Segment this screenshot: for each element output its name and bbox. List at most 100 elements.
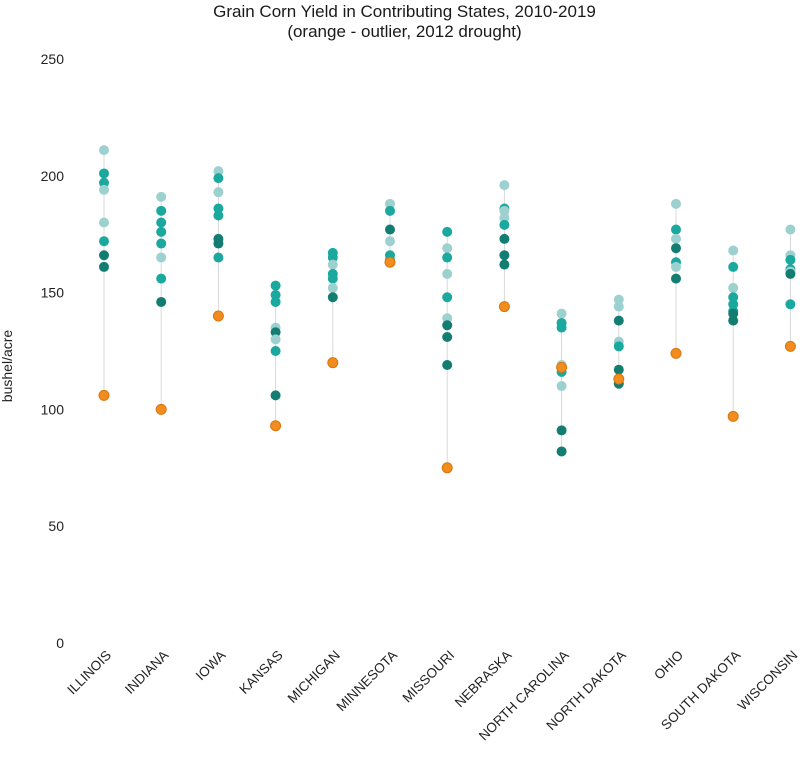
- data-point: [270, 327, 281, 338]
- outlier-point: [556, 361, 568, 373]
- data-point: [156, 226, 167, 237]
- y-tick-label: 100: [41, 401, 65, 417]
- outlier-point: [327, 357, 339, 369]
- data-point: [556, 425, 567, 436]
- outlier-point: [441, 462, 453, 474]
- data-point: [442, 331, 453, 342]
- data-point: [156, 296, 167, 307]
- data-point: [270, 390, 281, 401]
- data-point: [327, 273, 338, 284]
- y-tick-label: 50: [48, 518, 64, 534]
- data-point: [613, 364, 624, 375]
- data-point: [99, 177, 109, 188]
- y-tick-label: 250: [41, 51, 65, 67]
- data-point: [499, 180, 510, 191]
- data-point: [213, 187, 224, 198]
- data-point: [671, 243, 681, 254]
- data-point: [156, 191, 167, 202]
- data-point: [99, 217, 109, 228]
- data-point: [785, 254, 796, 265]
- data-point: [499, 259, 510, 270]
- outlier-point: [98, 389, 110, 401]
- data-point: [442, 243, 453, 254]
- data-point: [442, 292, 453, 303]
- x-category-label: MISSOURI: [400, 648, 458, 706]
- data-point: [385, 224, 395, 235]
- data-point: [99, 145, 109, 156]
- data-point: [613, 294, 624, 305]
- data-point: [213, 252, 224, 263]
- data-point: [613, 301, 624, 312]
- outlier-point: [212, 310, 224, 322]
- x-category-label: IOWA: [193, 648, 229, 684]
- data-point: [442, 360, 453, 371]
- data-point: [442, 226, 453, 237]
- x-category-label: OHIO: [651, 648, 686, 683]
- data-point: [270, 289, 281, 300]
- data-point: [442, 268, 453, 279]
- data-point: [442, 320, 453, 331]
- data-point: [327, 259, 338, 270]
- data-point: [270, 296, 281, 307]
- data-point: [327, 292, 338, 303]
- data-point: [213, 210, 224, 221]
- data-point: [327, 282, 338, 293]
- x-category-label: MINNESOTA: [333, 648, 400, 715]
- data-point: [556, 322, 567, 333]
- data-point: [213, 203, 224, 214]
- data-point: [99, 236, 109, 247]
- x-category-label: INDIANA: [122, 648, 171, 697]
- chart-subtitle: (orange - outlier, 2012 drought): [287, 22, 522, 41]
- outlier-point: [155, 403, 167, 415]
- x-category-label: KANSAS: [236, 648, 285, 697]
- outlier-point: [727, 410, 739, 422]
- data-point: [156, 238, 167, 249]
- data-point: [556, 308, 567, 319]
- data-point: [671, 224, 681, 235]
- data-point: [728, 315, 739, 326]
- data-point: [156, 217, 167, 228]
- chart-title: Grain Corn Yield in Contributing States,…: [213, 2, 596, 21]
- outlier-point: [384, 256, 396, 268]
- data-point: [556, 446, 567, 457]
- x-category-label: NEBRASKA: [452, 648, 515, 711]
- data-point: [785, 224, 796, 235]
- data-point: [613, 341, 624, 352]
- data-point: [99, 168, 109, 179]
- data-point: [213, 238, 224, 249]
- data-point: [499, 212, 510, 223]
- data-point: [499, 205, 510, 216]
- data-point: [270, 334, 281, 345]
- outlier-point: [613, 373, 625, 385]
- data-point: [270, 280, 281, 291]
- data-point: [556, 381, 567, 392]
- outlier-point: [670, 347, 682, 359]
- data-point: [270, 346, 281, 356]
- data-point: [785, 268, 796, 279]
- data-point: [99, 261, 109, 272]
- data-point: [728, 245, 739, 256]
- data-point: [785, 299, 796, 310]
- data-point: [327, 252, 338, 263]
- y-axis-label: bushel/acre: [0, 330, 15, 403]
- data-point: [442, 313, 453, 324]
- data-point: [671, 261, 681, 272]
- chart-title-block: Grain Corn Yield in Contributing States,…: [0, 2, 809, 42]
- x-category-label: WISCONSIN: [735, 648, 801, 714]
- data-point: [385, 198, 395, 209]
- data-point: [442, 252, 453, 263]
- data-point: [385, 236, 395, 247]
- data-point: [99, 250, 109, 261]
- data-point: [728, 308, 739, 319]
- data-point: [671, 273, 681, 284]
- data-point: [99, 184, 109, 195]
- data-point: [613, 315, 624, 326]
- y-tick-label: 0: [56, 635, 64, 651]
- data-point: [499, 219, 510, 230]
- data-point: [156, 252, 167, 263]
- x-category-label: ILLINOIS: [64, 648, 114, 698]
- outlier-point: [784, 340, 796, 352]
- data-point: [728, 261, 739, 272]
